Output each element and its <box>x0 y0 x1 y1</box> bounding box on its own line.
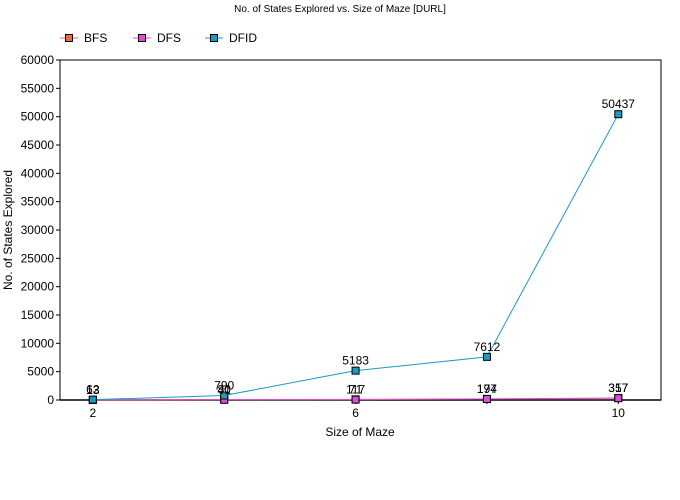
point-dfid <box>351 366 360 375</box>
y-axis: 0 5000 10000 15000 20000 25000 30000 35000 40000… <box>21 53 60 407</box>
point-dfs <box>614 394 623 403</box>
legend-marker-dfs <box>138 34 146 42</box>
data-label-dfid: 5183 <box>342 354 369 368</box>
y-tick-label: 50000 <box>21 110 55 124</box>
data-label-dfid: 50437 <box>602 97 636 111</box>
y-tick-label: 30000 <box>21 223 55 237</box>
series-layer <box>88 110 623 404</box>
y-tick-label: 45000 <box>21 138 55 152</box>
data-label-bfs: 117 <box>346 382 365 396</box>
y-tick-label: 10000 <box>21 336 55 350</box>
data-label-bfs: 357 <box>608 381 628 395</box>
y-tick-label: 15000 <box>21 308 55 322</box>
data-label-bfs: 80 <box>218 383 232 397</box>
data-label-bfs: 197 <box>477 382 497 396</box>
y-tick-label: 0 <box>47 393 54 407</box>
point-dfs <box>482 395 491 404</box>
chart-title: No. of States Explored vs. Size of Maze … <box>234 4 446 15</box>
y-tick-label: 25000 <box>21 251 55 265</box>
legend-label-bfs: BFS <box>84 31 107 45</box>
plot-area <box>59 59 662 401</box>
data-label-dfs: 13 <box>86 383 100 397</box>
point-dfs <box>351 395 360 404</box>
data-label-dfid: 7612 <box>474 340 501 354</box>
point-dfid <box>220 391 229 400</box>
data-label-dfs: 317 <box>608 381 628 395</box>
x-tick-label: 6 <box>352 406 359 420</box>
y-tick-label: 35000 <box>21 195 55 209</box>
data-label-dfid: 62 <box>86 383 100 397</box>
data-label-dfs: 174 <box>477 382 497 396</box>
y-axis-label: No. of States Explored <box>1 170 15 290</box>
y-tick-label: 5000 <box>27 365 54 379</box>
y-tick-label: 20000 <box>21 280 55 294</box>
point-dfid <box>88 395 97 404</box>
data-label-dfs: 71 <box>349 383 363 397</box>
data-label-dfs: 41 <box>218 383 232 397</box>
x-tick-label: 2 <box>89 406 96 420</box>
data-label-bfs: 13 <box>86 383 100 397</box>
point-dfid <box>614 110 623 119</box>
legend: BFS DFS DFID <box>60 31 257 45</box>
x-axis: 2 6 10 <box>60 399 661 420</box>
y-tick-label: 40000 <box>21 166 55 180</box>
y-tick-label: 55000 <box>21 81 55 95</box>
legend-marker-dfid <box>210 34 218 42</box>
legend-label-dfs: DFS <box>157 31 181 45</box>
x-tick-label: 10 <box>612 406 626 420</box>
y-tick-label: 60000 <box>21 53 55 67</box>
legend-marker-bfs <box>65 34 73 42</box>
point-dfid <box>482 352 491 361</box>
data-label-dfid: 790 <box>214 379 234 393</box>
x-axis-label: Size of Maze <box>325 425 395 439</box>
legend-label-dfid: DFID <box>229 31 257 45</box>
